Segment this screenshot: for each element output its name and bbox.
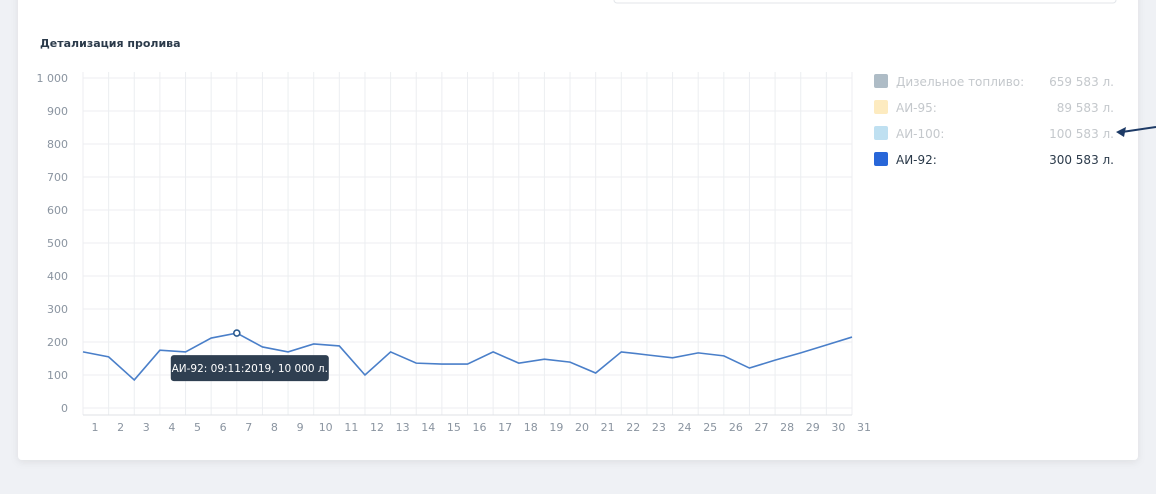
legend-name[interactable]: АИ-100: <box>896 127 944 141</box>
x-tick-label: 24 <box>678 421 692 434</box>
y-tick-label: 0 <box>61 402 68 415</box>
x-tick-label: 16 <box>473 421 487 434</box>
y-tick-label: 900 <box>47 105 68 118</box>
legend-total: 300 583 л. <box>1049 153 1114 167</box>
hover-point[interactable] <box>233 329 241 337</box>
legend-name[interactable]: АИ-95: <box>896 101 937 115</box>
legend-swatch[interactable] <box>874 126 888 140</box>
x-tick-label: 17 <box>498 421 512 434</box>
x-tick-label: 14 <box>421 421 435 434</box>
legend-name[interactable]: Дизельное топливо: <box>896 75 1024 89</box>
x-tick-label: 6 <box>220 421 227 434</box>
y-tick-label: 300 <box>47 303 68 316</box>
x-tick-label: 9 <box>297 421 304 434</box>
x-tick-label: 30 <box>831 421 845 434</box>
y-tick-label: 100 <box>47 369 68 382</box>
x-tick-label: 4 <box>168 421 175 434</box>
arrow-head <box>1116 127 1126 137</box>
x-tick-label: 29 <box>806 421 820 434</box>
legend-swatch[interactable] <box>874 152 888 166</box>
legend-swatch[interactable] <box>874 100 888 114</box>
y-tick-label: 200 <box>47 336 68 349</box>
y-tick-label: 1 000 <box>37 72 69 85</box>
x-tick-label: 19 <box>549 421 563 434</box>
x-tick-label: 1 <box>92 421 99 434</box>
x-tick-label: 15 <box>447 421 461 434</box>
legend-total: 659 583 л. <box>1049 75 1114 89</box>
x-tick-label: 26 <box>729 421 743 434</box>
y-tick-label: 700 <box>47 171 68 184</box>
annotation-arrow <box>1121 126 1156 133</box>
card <box>18 0 1138 460</box>
tooltip-box <box>170 355 329 382</box>
data-line <box>82 332 853 382</box>
tooltip-text: АИ-92: 09:11:2019, 10 000 л. <box>172 363 328 375</box>
x-tick-label: 20 <box>575 421 589 434</box>
x-tick-label: 23 <box>652 421 666 434</box>
x-tick-label: 2 <box>117 421 124 434</box>
legend-swatch[interactable] <box>874 74 888 88</box>
y-tick-label: 600 <box>47 204 68 217</box>
legend-total: 100 583 л. <box>1049 127 1114 141</box>
x-tick-label: 10 <box>319 421 333 434</box>
x-tick-label: 7 <box>245 421 252 434</box>
y-tick-label: 400 <box>47 270 68 283</box>
x-tick-label: 22 <box>626 421 640 434</box>
x-tick-label: 13 <box>396 421 410 434</box>
x-tick-label: 31 <box>857 421 871 434</box>
x-tick-label: 27 <box>754 421 768 434</box>
x-tick-label: 18 <box>524 421 538 434</box>
x-tick-label: 21 <box>601 421 615 434</box>
x-tick-label: 5 <box>194 421 201 434</box>
x-tick-label: 11 <box>344 421 358 434</box>
legend-total: 89 583 л. <box>1057 101 1114 115</box>
search-box[interactable] <box>613 0 1117 4</box>
x-tick-label: 8 <box>271 421 278 434</box>
x-tick-label: 25 <box>703 421 717 434</box>
x-tick-label: 28 <box>780 421 794 434</box>
y-tick-label: 500 <box>47 237 68 250</box>
x-tick-label: 3 <box>143 421 150 434</box>
legend-name[interactable]: АИ-92: <box>896 153 937 167</box>
x-tick-label: 12 <box>370 421 384 434</box>
y-tick-label: 800 <box>47 138 68 151</box>
chart-title: Детализация пролива <box>40 37 181 50</box>
